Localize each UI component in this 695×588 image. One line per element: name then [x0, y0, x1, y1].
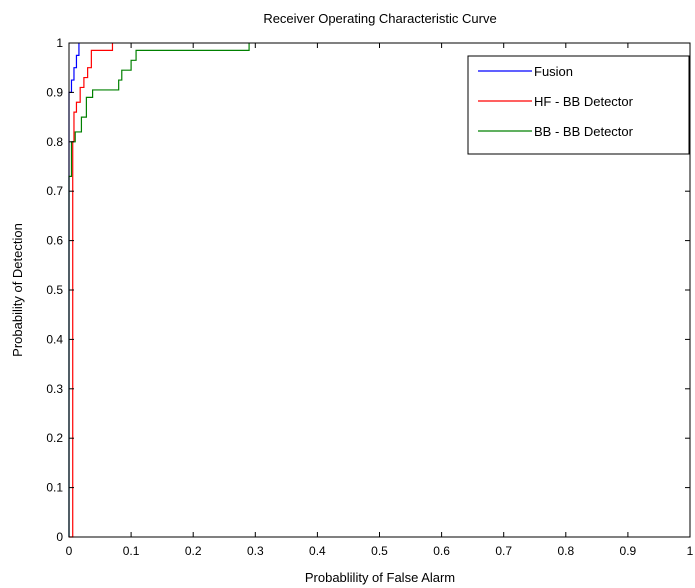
x-tick-label: 0.9	[620, 544, 637, 558]
y-tick-label: 0.3	[46, 382, 63, 396]
x-tick-label: 0.3	[247, 544, 264, 558]
y-tick-label: 0.8	[46, 135, 63, 149]
legend-label: Fusion	[534, 64, 573, 79]
x-tick-label: 0.1	[123, 544, 140, 558]
y-tick-label: 0.7	[46, 184, 63, 198]
x-tick-label: 1	[687, 544, 694, 558]
x-tick-label: 0	[66, 544, 73, 558]
legend: Fusion HF - BB Detector BB - BB Detector	[467, 55, 690, 155]
y-tick-label: 0.4	[46, 332, 63, 346]
x-tick-label: 0.5	[371, 544, 388, 558]
legend-label: HF - BB Detector	[534, 94, 634, 109]
legend-label: BB - BB Detector	[534, 124, 634, 139]
y-tick-label: 0	[56, 530, 63, 544]
y-tick-label: 0.1	[46, 481, 63, 495]
x-tick-label: 0.8	[557, 544, 574, 558]
y-tick-label: 1	[56, 36, 63, 50]
y-tick-label: 0.9	[46, 85, 63, 99]
x-axis: 0 0.1 0.2 0.3 0.4 0.5 0.6 0.7 0.8 0.9 1	[66, 43, 694, 558]
x-tick-label: 0.7	[495, 544, 512, 558]
chart-title: Receiver Operating Characteristic Curve	[263, 11, 496, 26]
y-tick-label: 0.5	[46, 283, 63, 297]
x-tick-label: 0.4	[309, 544, 326, 558]
y-tick-label: 0.6	[46, 234, 63, 248]
x-tick-label: 0.6	[433, 544, 450, 558]
legend-box	[467, 55, 690, 155]
x-tick-label: 0.2	[185, 544, 202, 558]
x-axis-title: Probablility of False Alarm	[305, 570, 455, 585]
y-axis-title: Probability of Detection	[10, 223, 25, 357]
y-tick-label: 0.2	[46, 431, 63, 445]
